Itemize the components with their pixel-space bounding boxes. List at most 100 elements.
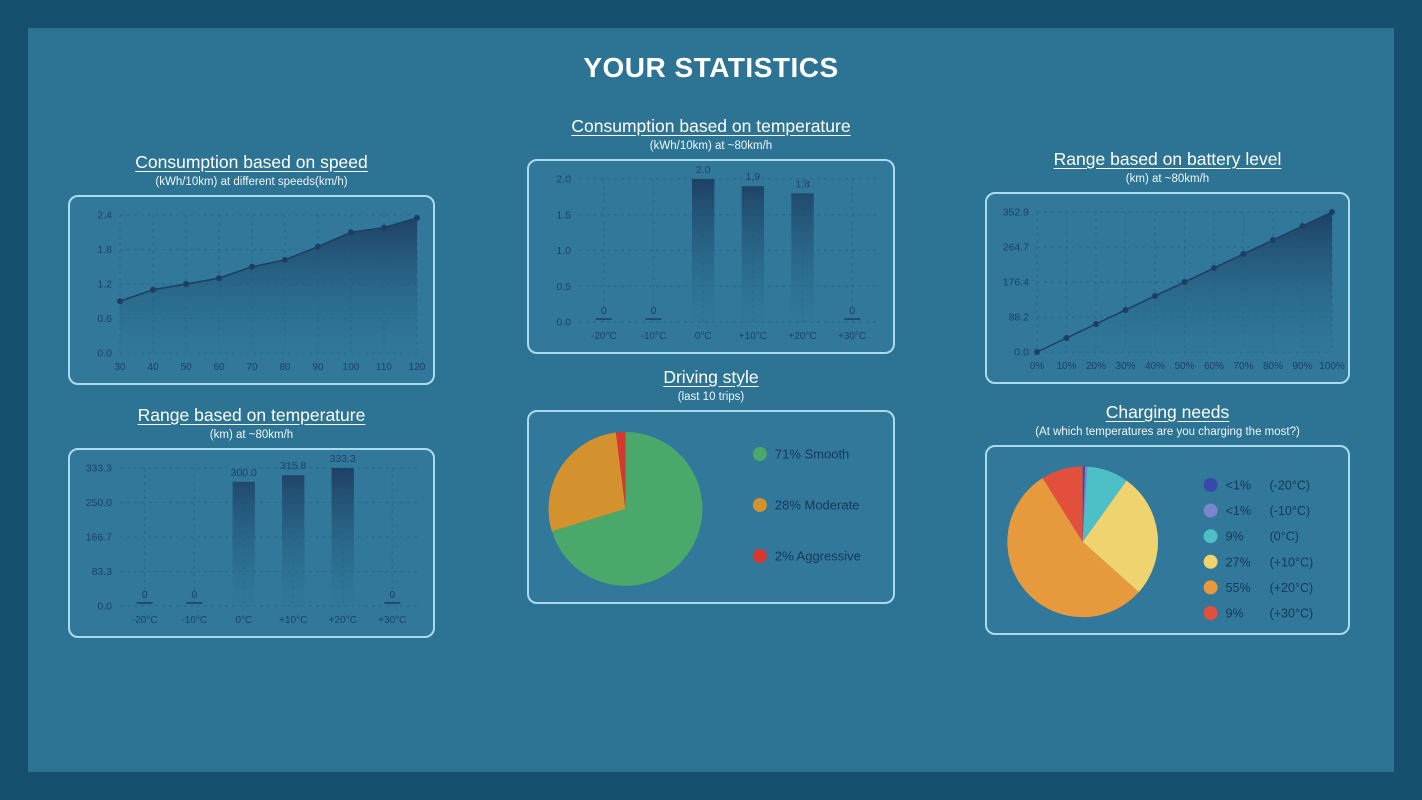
svg-text:0.0: 0.0	[97, 348, 112, 360]
chart-svg: 0.0 88.2 176.4 264.7 352.9 0% 10% 20% 30% 40% 50% 6…	[1003, 207, 1345, 373]
svg-text:0°C: 0°C	[695, 331, 712, 342]
svg-text:352.9: 352.9	[1003, 207, 1029, 219]
chart-charging-needs: Charging needs (At which temperatures ar…	[985, 400, 1350, 635]
svg-text:0.0: 0.0	[1014, 347, 1029, 359]
series: 0 0 300.0 315.8 333.3 0	[136, 453, 401, 606]
chart-svg: 71% Smooth 28% Moderate 2% Aggressive	[548, 431, 861, 586]
svg-text:2.0: 2.0	[696, 164, 711, 176]
pie-slice	[615, 431, 626, 509]
page-title: YOUR STATISTICS	[583, 52, 839, 83]
charging-needs-chart: <1% (-20°C) <1% (-10°C) 9% (0°C) 27% (+10°C) 55%…	[985, 445, 1350, 635]
svg-text:1.8: 1.8	[795, 178, 810, 190]
legend-swatch	[752, 498, 767, 512]
chart-range-battery: Range based on battery level (km) at ~80…	[985, 147, 1350, 384]
chart-svg: 0.0 0.5 1.0 1.5 2.0 -20°C -10°C 0°C +10°C +20°C +3…	[556, 164, 877, 342]
data-point	[1152, 292, 1158, 299]
zero-bar	[136, 602, 153, 604]
svg-text:2.0: 2.0	[556, 174, 571, 186]
svg-text:0: 0	[601, 305, 607, 317]
area-fill	[120, 217, 417, 353]
chart-svg: <1% (-20°C) <1% (-10°C) 9% (0°C) 27% (+10°C) 55%…	[1007, 466, 1314, 621]
data-point	[1240, 250, 1247, 257]
chart-subtitle: (km) at ~80km/h	[209, 429, 294, 441]
svg-text:110: 110	[376, 362, 392, 373]
main-panel	[28, 28, 1394, 772]
pie-slice	[1082, 480, 1158, 593]
data-point	[1122, 306, 1129, 313]
svg-text:0: 0	[191, 589, 197, 601]
svg-text:<1%: <1%	[1226, 479, 1251, 493]
svg-text:<1%: <1%	[1226, 504, 1251, 518]
svg-text:50: 50	[180, 362, 192, 373]
chart-subtitle: (kWh/10km) at different speeds(km/h)	[155, 176, 348, 188]
chart-subtitle: (km) at ~80km/h	[1125, 173, 1210, 185]
bar	[791, 193, 814, 322]
svg-text:28% Moderate: 28% Moderate	[775, 498, 860, 513]
svg-text:-10°C: -10°C	[641, 331, 667, 342]
bar	[741, 186, 765, 322]
data-point	[216, 275, 222, 282]
pie-slice	[1082, 466, 1127, 542]
chart-svg: 0.0 83.3 166.7 250.0 333.3 -20°C -10°C 0°C +10°C…	[86, 453, 417, 627]
chart-subtitle: (last 10 trips)	[677, 391, 745, 403]
svg-text:2% Aggressive: 2% Aggressive	[775, 549, 861, 564]
svg-text:30: 30	[114, 362, 126, 373]
svg-text:+10°C: +10°C	[279, 615, 307, 626]
zero-bar	[186, 602, 203, 604]
svg-text:1.9: 1.9	[746, 171, 761, 183]
pie	[1007, 466, 1158, 618]
svg-text:-10°C: -10°C	[181, 615, 207, 626]
svg-text:(-10°C): (-10°C)	[1270, 504, 1310, 518]
svg-text:(+10°C): (+10°C)	[1270, 555, 1314, 569]
svg-text:0: 0	[651, 305, 657, 317]
chart-consumption-speed: Consumption based on speed (kWh/10km) at…	[68, 150, 435, 385]
svg-text:100%: 100%	[1319, 361, 1345, 372]
data-point	[1299, 223, 1306, 230]
data-point	[348, 229, 354, 236]
svg-text:10%: 10%	[1056, 361, 1076, 372]
data-point	[1063, 334, 1070, 341]
svg-text:1.2: 1.2	[97, 279, 112, 291]
consumption-temperature-chart: 0.0 0.5 1.0 1.5 2.0 -20°C -10°C 0°C +10°C +20°C +3…	[527, 159, 895, 354]
data-point	[381, 224, 387, 231]
axis-labels: 0.0 83.3 166.7 250.0 333.3 -20°C -10°C 0°C +10°C…	[86, 463, 407, 627]
series	[117, 214, 420, 353]
chart-driving-style: Driving style (last 10 trips) 71% Smooth…	[527, 365, 895, 604]
svg-text:90%: 90%	[1292, 361, 1312, 372]
data-point	[1093, 320, 1099, 327]
legend: 71% Smooth 28% Moderate 2% Aggressive	[752, 447, 861, 564]
svg-text:0.6: 0.6	[97, 313, 112, 325]
svg-text:(0°C): (0°C)	[1270, 530, 1299, 544]
svg-text:+20°C: +20°C	[788, 331, 816, 342]
bar	[691, 179, 715, 322]
data-point	[249, 263, 255, 270]
svg-text:9%: 9%	[1226, 530, 1244, 544]
svg-text:90: 90	[312, 362, 324, 373]
data-point	[282, 256, 288, 263]
svg-text:55%: 55%	[1226, 581, 1251, 595]
chart-range-temperature: Range based on temperature (km) at ~80km…	[68, 403, 435, 638]
pie-slice	[1082, 466, 1088, 542]
legend: <1% (-20°C) <1% (-10°C) 9% (0°C) 27% (+10°C) 55%…	[1203, 478, 1314, 621]
data-point	[414, 214, 420, 221]
svg-text:333.3: 333.3	[86, 463, 112, 475]
svg-text:250.0: 250.0	[86, 497, 112, 509]
legend-swatch	[1203, 554, 1218, 569]
series: 0 0 2.0 1.9 1.8 0	[595, 164, 861, 322]
svg-text:20%: 20%	[1086, 361, 1106, 372]
svg-text:30%: 30%	[1115, 361, 1135, 372]
svg-text:333.3: 333.3	[330, 453, 356, 465]
svg-text:(+30°C): (+30°C)	[1270, 607, 1314, 621]
data-point	[315, 243, 321, 250]
svg-text:0: 0	[389, 589, 395, 601]
svg-text:70%: 70%	[1233, 361, 1253, 372]
range-battery-chart: 0.0 88.2 176.4 264.7 352.9 0% 10% 20% 30% 40% 50% 6…	[985, 192, 1350, 384]
svg-text:-20°C: -20°C	[132, 615, 158, 626]
zero-bar	[384, 602, 401, 604]
svg-text:83.3: 83.3	[92, 566, 113, 578]
svg-text:50%: 50%	[1174, 361, 1194, 372]
bar	[232, 481, 255, 606]
svg-text:40: 40	[147, 362, 159, 373]
zero-bar	[844, 318, 861, 320]
svg-text:-20°C: -20°C	[591, 331, 617, 342]
